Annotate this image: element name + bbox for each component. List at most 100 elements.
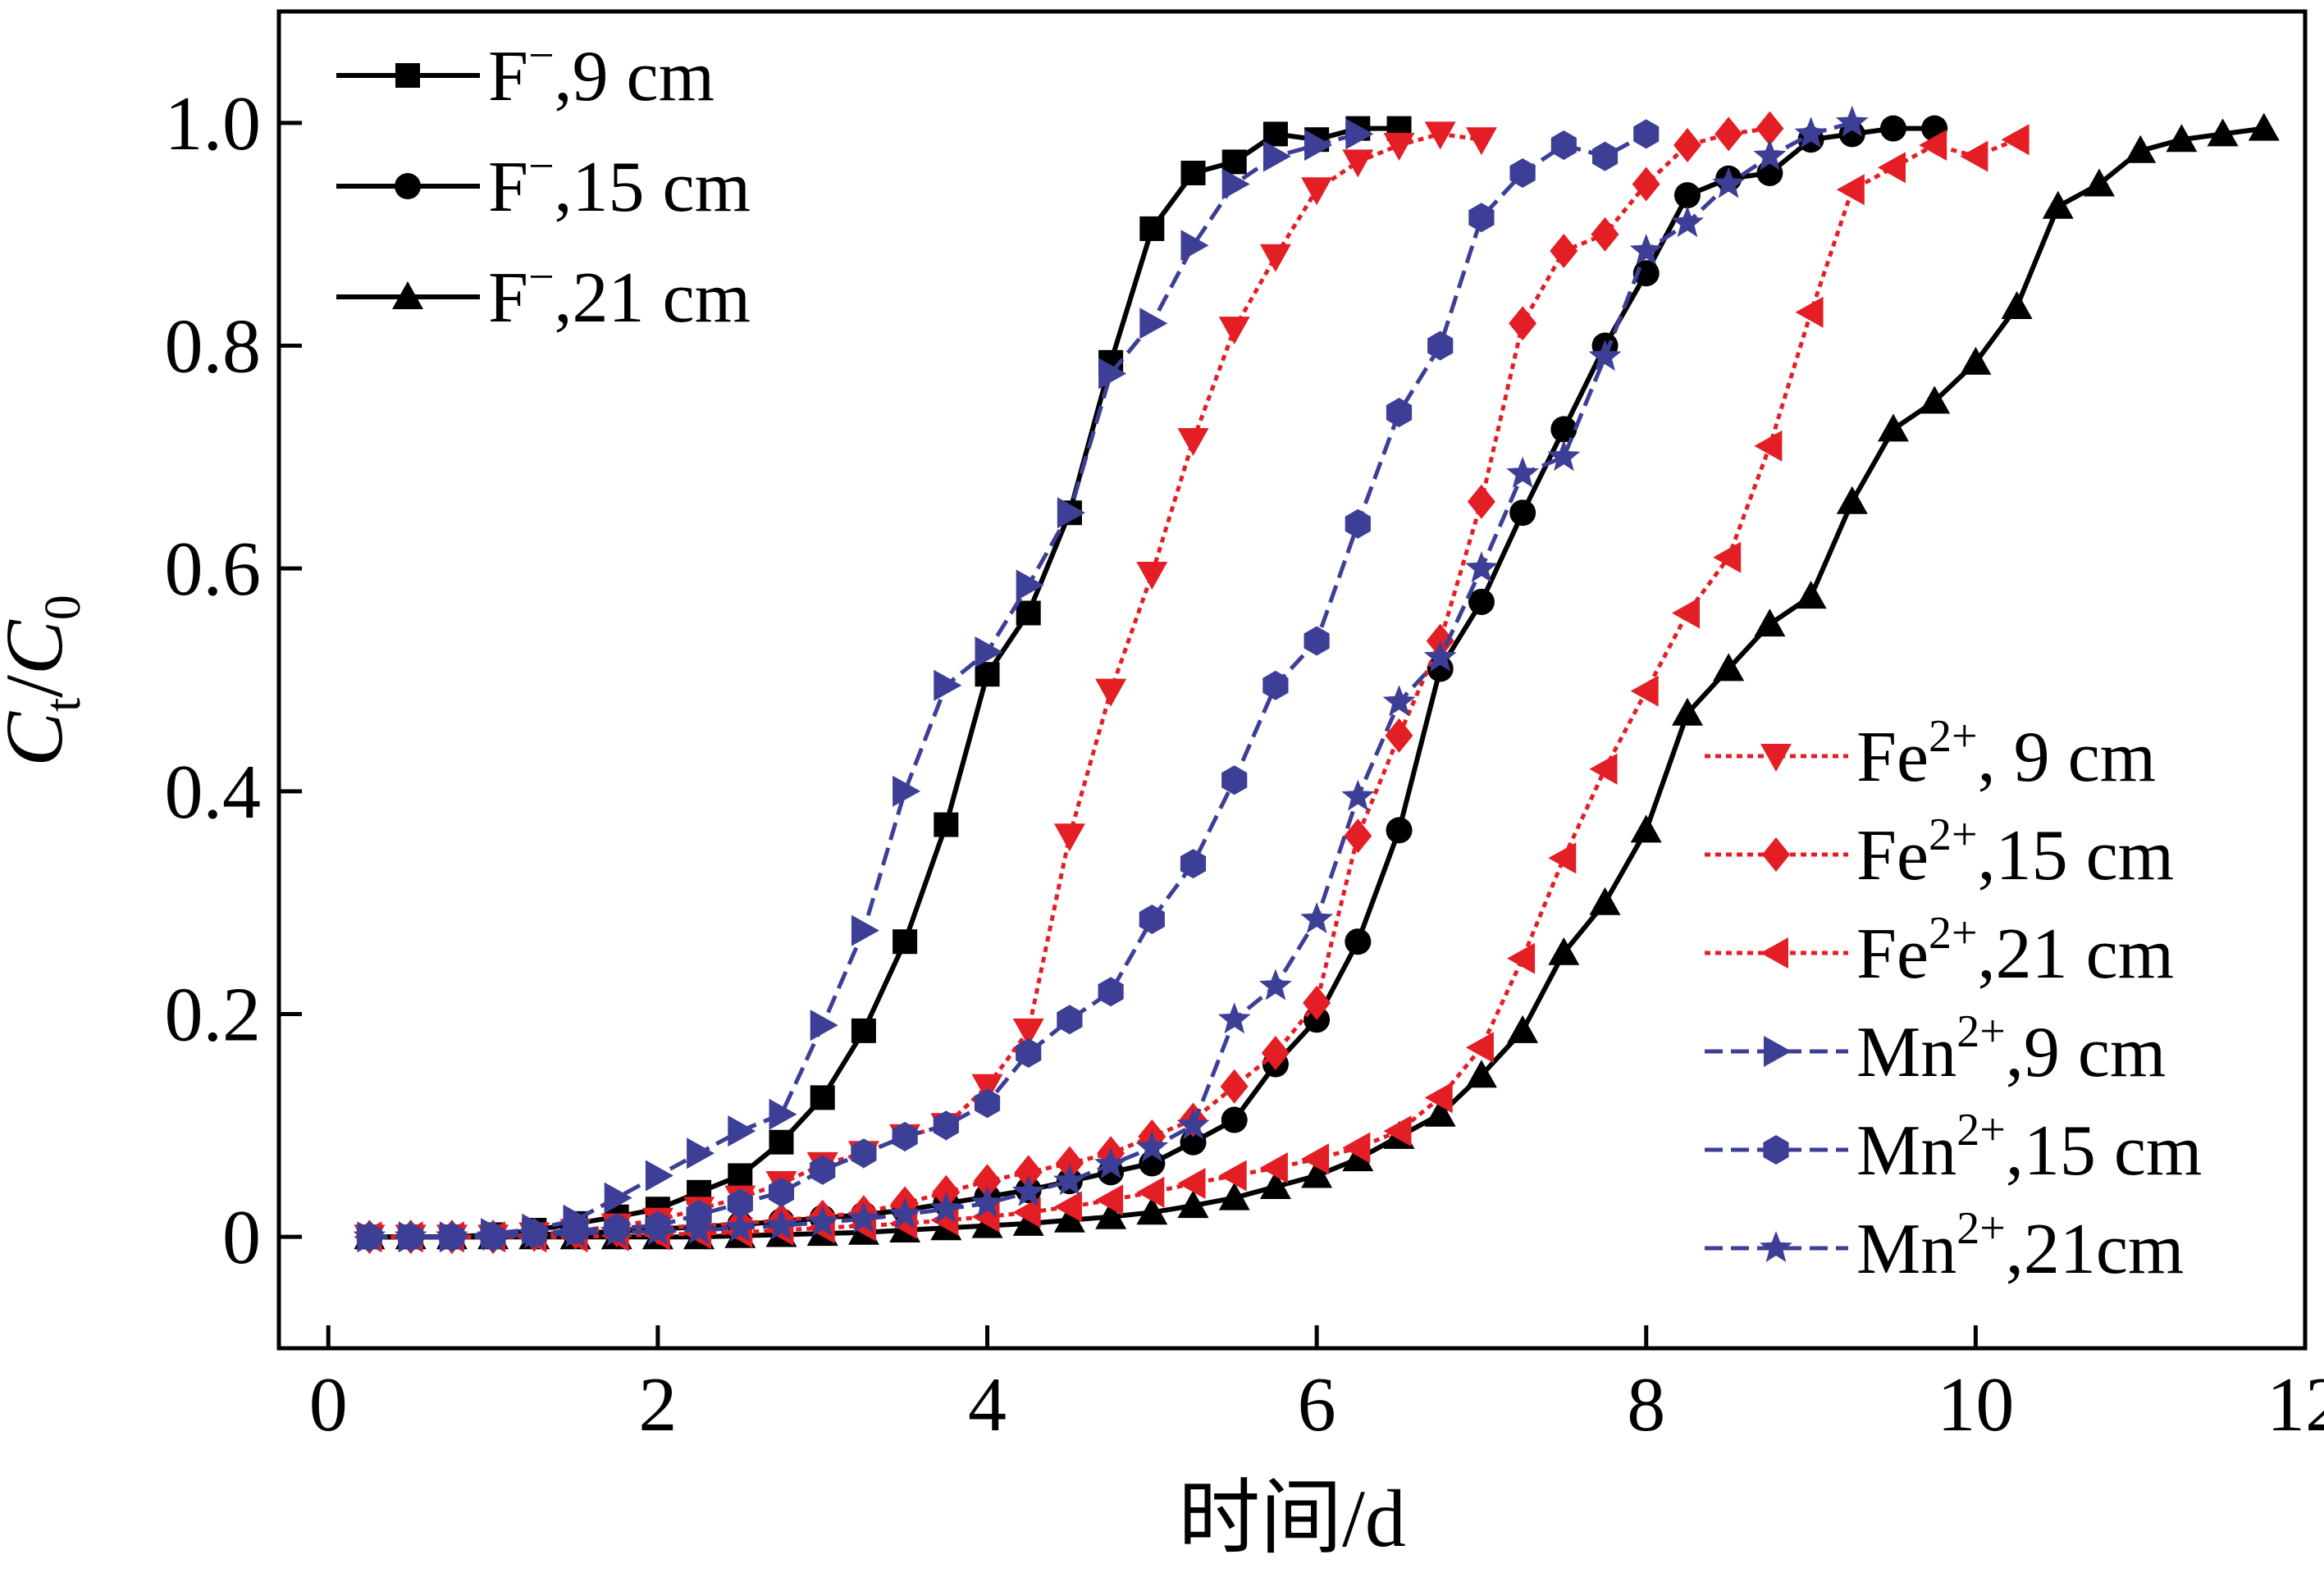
- data-point: [1713, 542, 1741, 573]
- data-point: [1304, 627, 1330, 656]
- data-point: [1754, 609, 1785, 636]
- data-point: [769, 1099, 797, 1130]
- y-tick-label: 0.4: [165, 750, 262, 835]
- data-point: [687, 1137, 715, 1169]
- data-point: [1181, 161, 1206, 185]
- x-tick-label: 10: [1937, 1362, 2014, 1448]
- data-point: [1506, 457, 1539, 488]
- y-axis-title-c0: C: [0, 619, 80, 675]
- data-point: [1714, 116, 1742, 151]
- data-point: [1468, 485, 1495, 519]
- data-point: [1674, 182, 1701, 208]
- data-point: [934, 670, 961, 701]
- legend-label-sup: −: [528, 141, 555, 192]
- data-point: [1756, 160, 1783, 186]
- data-point: [1631, 676, 1659, 707]
- data-point: [1300, 902, 1333, 933]
- legend-label-sup: 2+: [1956, 1105, 2006, 1156]
- data-point: [852, 1019, 876, 1043]
- data-point: [934, 813, 958, 837]
- legend-label-tail: ,15 cm: [1978, 816, 2175, 896]
- legend-label: F−,9 cm: [488, 30, 715, 116]
- data-point: [1547, 440, 1580, 471]
- data-point: [1878, 152, 1906, 183]
- y-axis-title: Ct/C0: [0, 595, 91, 766]
- data-point: [893, 929, 917, 954]
- legend-label-base: Mn: [1856, 1111, 1956, 1191]
- legend-label-base: F: [488, 37, 528, 116]
- x-tick-label: 12: [2267, 1362, 2324, 1448]
- data-point: [1633, 119, 1659, 148]
- legend-marker: [1762, 837, 1790, 872]
- data-point: [1221, 1107, 1248, 1133]
- legend-entry: F−,9 cm: [336, 30, 715, 116]
- y-axis-title-sub-t: t: [35, 698, 91, 712]
- legend-label-base: Fe: [1856, 816, 1929, 896]
- legend-label-sup: 2+: [1956, 1203, 2006, 1254]
- legend-label-tail: ,21 cm: [555, 258, 751, 338]
- y-axis-title-c: C: [0, 711, 80, 767]
- legend-entry: Fe2+,21 cm: [1705, 908, 2174, 994]
- legend-label-sup: −: [528, 30, 555, 81]
- legend-marker: [1760, 1231, 1792, 1262]
- data-point: [2002, 291, 2033, 319]
- data-point: [728, 1163, 752, 1188]
- data-point: [1139, 217, 1164, 241]
- legend-label-base: Mn: [1856, 1013, 1956, 1092]
- data-point: [1218, 1002, 1251, 1033]
- legend-entry: F−,21 cm: [336, 252, 751, 338]
- legend-entry: Mn2+,15 cm: [1705, 1105, 2202, 1191]
- data-point: [1880, 116, 1906, 142]
- data-point: [1221, 765, 1247, 795]
- data-point: [1181, 230, 1209, 261]
- data-point: [2249, 113, 2280, 141]
- legend-entry: Mn2+,9 cm: [1705, 1006, 2166, 1092]
- legend-label-base: Fe: [1856, 718, 1929, 797]
- data-point: [1384, 133, 1415, 161]
- x-tick-label: 0: [309, 1362, 348, 1448]
- y-tick-label: 0.2: [165, 973, 262, 1058]
- data-point: [1591, 217, 1619, 252]
- data-point: [2002, 124, 2030, 155]
- data-point: [1386, 817, 1413, 843]
- y-axis-title-sub-0: 0: [35, 595, 91, 620]
- data-point: [1139, 308, 1167, 339]
- data-point: [1712, 167, 1745, 198]
- legend-label: Mn2+,9 cm: [1856, 1006, 2166, 1092]
- legend-marker: [1764, 1036, 1792, 1067]
- data-point: [1548, 842, 1576, 873]
- data-point: [1259, 969, 1292, 1001]
- legend-marker: [1760, 937, 1788, 969]
- legend-entry: Fe2+, 9 cm: [1705, 711, 2156, 797]
- legend-top-left: F−,9 cmF−,15 cmF−,21 cm: [336, 30, 751, 338]
- data-point: [1098, 977, 1124, 1006]
- data-point: [646, 1160, 673, 1192]
- data-point: [1345, 509, 1371, 539]
- data-point: [893, 776, 920, 807]
- data-point: [1837, 174, 1865, 205]
- data-point: [975, 662, 999, 686]
- legend-label-sup: 2+: [1929, 809, 1978, 860]
- y-tick-label: 0.8: [165, 304, 262, 390]
- data-point: [1509, 499, 1536, 526]
- x-tick-label: 8: [1627, 1362, 1665, 1448]
- data-point: [1386, 398, 1412, 427]
- x-tick-label: 4: [968, 1362, 1007, 1448]
- data-point: [1136, 562, 1167, 590]
- legend-label-base: F: [488, 258, 528, 338]
- data-point: [1796, 581, 1827, 609]
- legend-label-sup: 2+: [1929, 908, 1978, 959]
- data-point: [1345, 928, 1371, 955]
- data-point: [1837, 486, 1868, 514]
- data-point: [1631, 814, 1662, 842]
- y-tick-label: 1.0: [165, 81, 262, 166]
- legend-label-base: Mn: [1856, 1210, 1956, 1289]
- data-point: [810, 1085, 835, 1110]
- legend-marker: [1763, 1135, 1788, 1165]
- legend-entry: Mn2+,21cm: [1705, 1203, 2184, 1289]
- data-point: [1342, 149, 1373, 177]
- data-point: [1341, 780, 1374, 811]
